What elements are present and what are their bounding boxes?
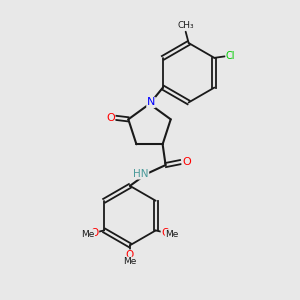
Text: O: O xyxy=(90,228,99,238)
Text: Me: Me xyxy=(165,230,179,238)
Text: Me: Me xyxy=(81,230,94,238)
Text: O: O xyxy=(126,250,134,260)
Text: O: O xyxy=(182,157,191,167)
Text: Cl: Cl xyxy=(226,51,236,62)
Text: Me: Me xyxy=(123,257,136,266)
Text: O: O xyxy=(106,113,115,123)
Text: HN: HN xyxy=(133,169,149,179)
Text: O: O xyxy=(161,228,170,238)
Text: CH₃: CH₃ xyxy=(177,21,194,30)
Text: N: N xyxy=(147,98,155,107)
